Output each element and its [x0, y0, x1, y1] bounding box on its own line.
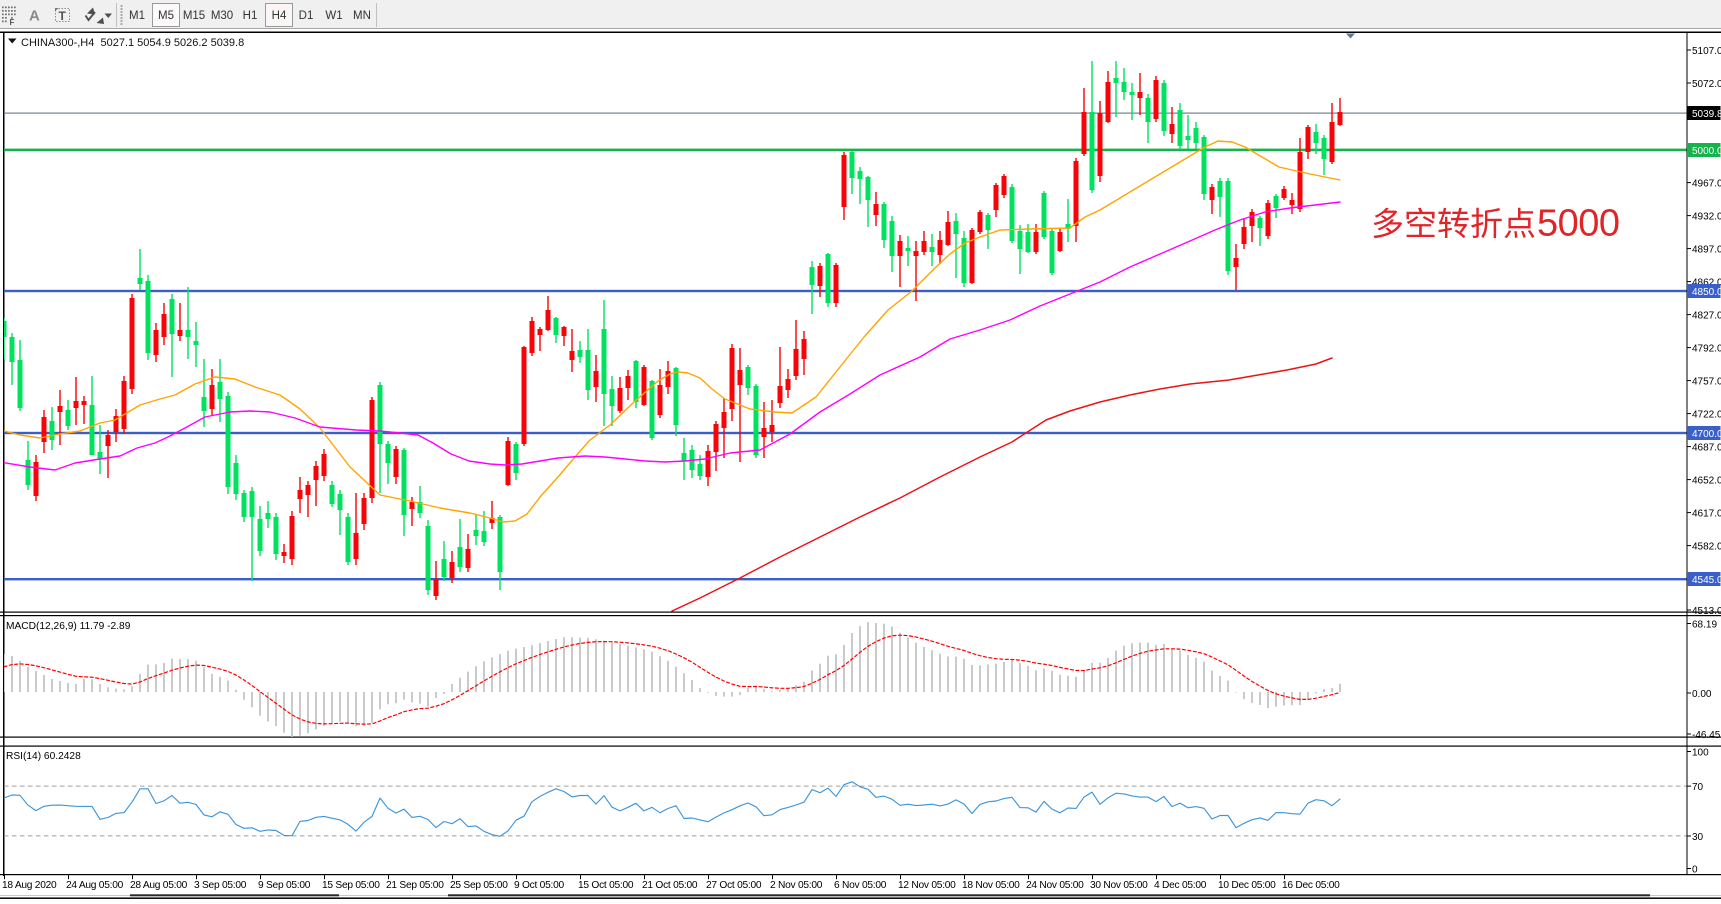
svg-text:18 Nov 05:00: 18 Nov 05:00	[962, 880, 1020, 891]
svg-text:H1: H1	[243, 10, 258, 22]
svg-text:9 Oct 05:00: 9 Oct 05:00	[514, 880, 565, 891]
svg-text:4757.0: 4757.0	[1692, 377, 1721, 388]
svg-text:M5: M5	[158, 10, 174, 22]
svg-text:4862.0: 4862.0	[1692, 278, 1721, 289]
svg-text:4850.0: 4850.0	[1692, 287, 1721, 298]
svg-text:M15: M15	[183, 10, 205, 22]
svg-text:T: T	[59, 9, 67, 23]
svg-text:4932.0: 4932.0	[1692, 212, 1721, 223]
svg-text:5000: 5000	[1537, 203, 1620, 245]
svg-text:68.19: 68.19	[1692, 620, 1717, 631]
svg-text:A: A	[29, 8, 40, 25]
svg-text:H4: H4	[272, 10, 287, 22]
svg-text:24 Aug 05:00: 24 Aug 05:00	[66, 880, 124, 891]
svg-text:24 Nov 05:00: 24 Nov 05:00	[1026, 880, 1084, 891]
svg-text:21 Oct 05:00: 21 Oct 05:00	[642, 880, 698, 891]
svg-text:4967.0: 4967.0	[1692, 179, 1721, 190]
svg-text:15 Oct 05:00: 15 Oct 05:00	[578, 880, 634, 891]
svg-text:28 Aug 05:00: 28 Aug 05:00	[130, 880, 188, 891]
svg-text:4582.0: 4582.0	[1692, 542, 1721, 553]
svg-text:M30: M30	[211, 10, 233, 22]
svg-text:MACD(12,26,9) 11.79 -2.89: MACD(12,26,9) 11.79 -2.89	[6, 621, 131, 632]
svg-text:70: 70	[1692, 782, 1704, 793]
svg-text:5039.8: 5039.8	[1692, 109, 1721, 120]
svg-text:-46.45: -46.45	[1692, 730, 1721, 741]
svg-text:CHINA300-,H4 5027.1 5054.9 50: CHINA300-,H4 5027.1 5054.9 5026.2 5039.8	[21, 37, 244, 49]
svg-text:3 Sep 05:00: 3 Sep 05:00	[194, 880, 247, 891]
svg-text:MN: MN	[353, 10, 371, 22]
svg-text:5000.0: 5000.0	[1692, 146, 1721, 157]
svg-text:12 Nov 05:00: 12 Nov 05:00	[898, 880, 956, 891]
svg-text:25 Sep 05:00: 25 Sep 05:00	[450, 880, 508, 891]
svg-text:4897.0: 4897.0	[1692, 245, 1721, 256]
svg-text:4 Dec 05:00: 4 Dec 05:00	[1154, 880, 1207, 891]
svg-text:4687.0: 4687.0	[1692, 443, 1721, 454]
svg-text:4827.0: 4827.0	[1692, 311, 1721, 322]
svg-text:4545.0: 4545.0	[1692, 575, 1721, 586]
svg-text:0.00: 0.00	[1692, 689, 1712, 700]
svg-text:W1: W1	[325, 10, 342, 22]
svg-text:10 Dec 05:00: 10 Dec 05:00	[1218, 880, 1276, 891]
svg-text:4652.0: 4652.0	[1692, 476, 1721, 487]
svg-text:0: 0	[1692, 865, 1698, 876]
svg-text:RSI(14) 60.2428: RSI(14) 60.2428	[6, 751, 81, 762]
svg-text:5072.0: 5072.0	[1692, 79, 1721, 90]
svg-text:M1: M1	[129, 10, 145, 22]
svg-text:4513.0: 4513.0	[1692, 606, 1721, 617]
svg-text:4722.0: 4722.0	[1692, 410, 1721, 421]
svg-text:21 Sep 05:00: 21 Sep 05:00	[386, 880, 444, 891]
svg-text:18 Aug 2020: 18 Aug 2020	[2, 880, 57, 891]
svg-text:100: 100	[1692, 748, 1709, 759]
svg-text:16 Dec 05:00: 16 Dec 05:00	[1282, 880, 1340, 891]
svg-text:D1: D1	[299, 10, 314, 22]
svg-text:6 Nov 05:00: 6 Nov 05:00	[834, 880, 887, 891]
svg-text:9 Sep 05:00: 9 Sep 05:00	[258, 880, 311, 891]
svg-text:4792.0: 4792.0	[1692, 344, 1721, 355]
svg-text:F: F	[10, 18, 15, 27]
svg-text:4617.0: 4617.0	[1692, 509, 1721, 520]
svg-text:30: 30	[1692, 832, 1704, 843]
svg-text:5107.0: 5107.0	[1692, 46, 1721, 57]
svg-text:15 Sep 05:00: 15 Sep 05:00	[322, 880, 380, 891]
svg-text:2 Nov 05:00: 2 Nov 05:00	[770, 880, 823, 891]
svg-text:4700.0: 4700.0	[1692, 429, 1721, 440]
svg-text:27 Oct 05:00: 27 Oct 05:00	[706, 880, 762, 891]
svg-text:30 Nov 05:00: 30 Nov 05:00	[1090, 880, 1148, 891]
